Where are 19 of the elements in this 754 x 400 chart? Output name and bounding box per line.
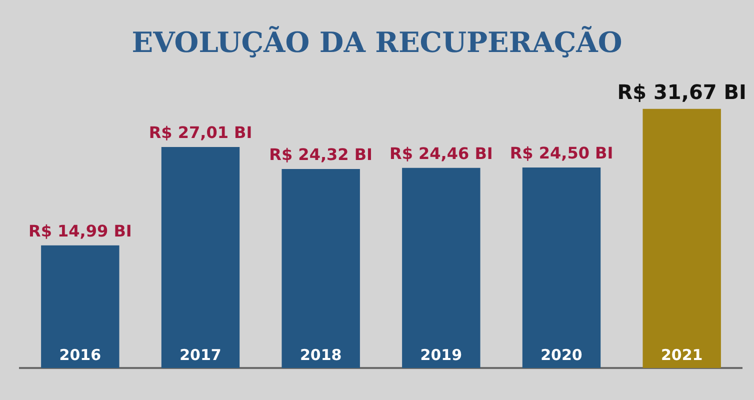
bar xyxy=(282,168,360,368)
x-tick-label: 2018 xyxy=(300,346,342,364)
bar xyxy=(402,168,480,368)
data-label: R$ 31,67 BI xyxy=(617,80,746,104)
x-tick-label: 2020 xyxy=(540,346,582,364)
bar xyxy=(161,146,240,368)
chart-title: EVOLUÇÃO DA RECUPERAÇÃO xyxy=(132,25,622,60)
data-label: R$ 14,99 BI xyxy=(28,221,132,240)
x-tick-label: 2016 xyxy=(59,346,102,364)
bar xyxy=(642,108,721,368)
x-tick-label: 2019 xyxy=(420,346,462,364)
data-label: R$ 24,46 BI xyxy=(389,144,493,164)
data-label: R$ 24,32 BI xyxy=(269,145,373,164)
bar xyxy=(522,168,601,368)
bar xyxy=(41,245,120,368)
x-tick-label: 2021 xyxy=(660,346,703,364)
data-label: R$ 24,50 BI xyxy=(510,144,614,163)
data-label: R$ 27,01 BI xyxy=(148,123,252,142)
x-tick-label: 2017 xyxy=(180,346,222,364)
